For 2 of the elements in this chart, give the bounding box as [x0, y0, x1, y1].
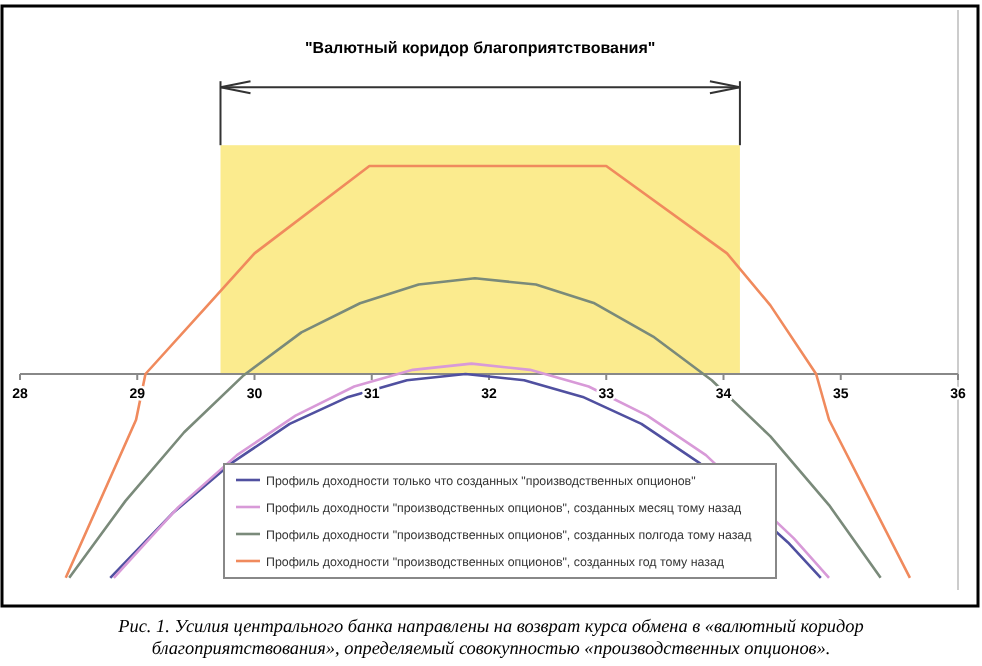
- text: Рис. 1. Усилия центрального банка направлены на возврат курса обмена в «валютный коридор благоприятствования», определяемый совокупностью «производственных опционов».: [116, 616, 865, 658]
- chart-title: "Валютный коридор благоприятствования": [305, 39, 656, 58]
